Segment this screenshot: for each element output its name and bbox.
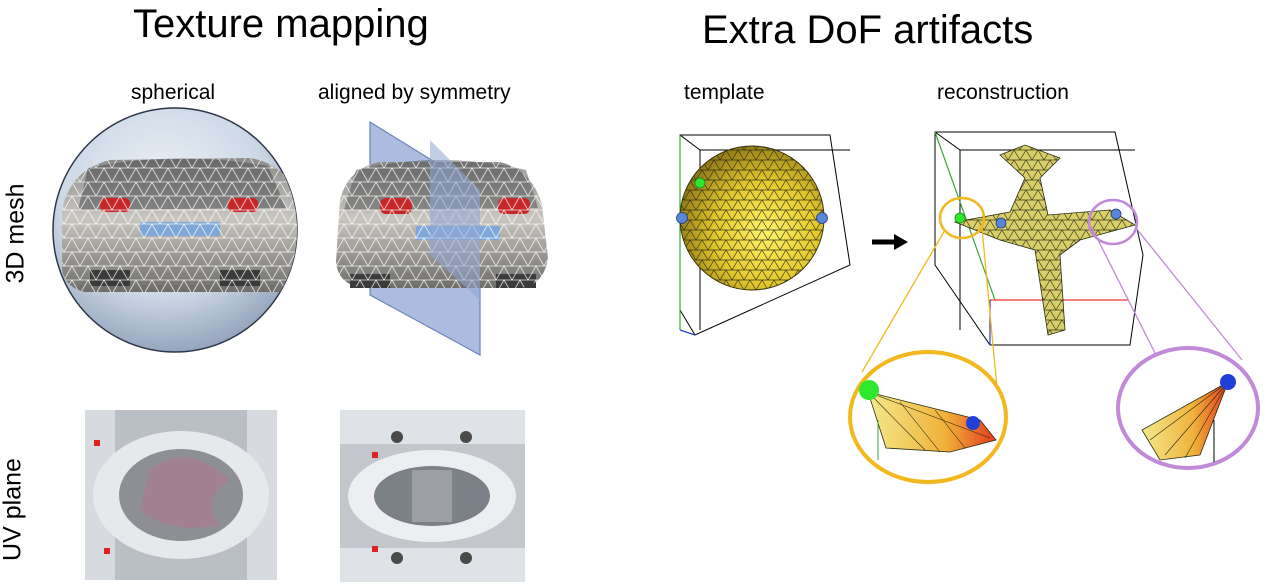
column-label-spherical: spherical (131, 81, 216, 104)
extra-dof-title: Extra DoF artifacts (702, 8, 1034, 52)
zoom-connector-lines (861, 225, 1243, 421)
symmetry-mesh-image (336, 120, 548, 357)
texture-mapping-title: Texture mapping (133, 2, 429, 46)
spherical-mesh-image (52, 107, 298, 353)
zoom-inset-blue-point (1116, 346, 1260, 470)
right-arrow-icon (872, 234, 908, 250)
column-label-aligned: aligned by symmetry (318, 81, 511, 104)
template-image (676, 134, 851, 336)
zoom-inset-green-point (848, 350, 1008, 484)
column-label-template: template (684, 81, 765, 104)
uv-plane-spherical-image (85, 410, 277, 580)
column-label-reconstruction: reconstruction (937, 81, 1069, 104)
reconstruction-image (934, 131, 1144, 346)
uv-plane-symmetry-image (340, 410, 525, 582)
